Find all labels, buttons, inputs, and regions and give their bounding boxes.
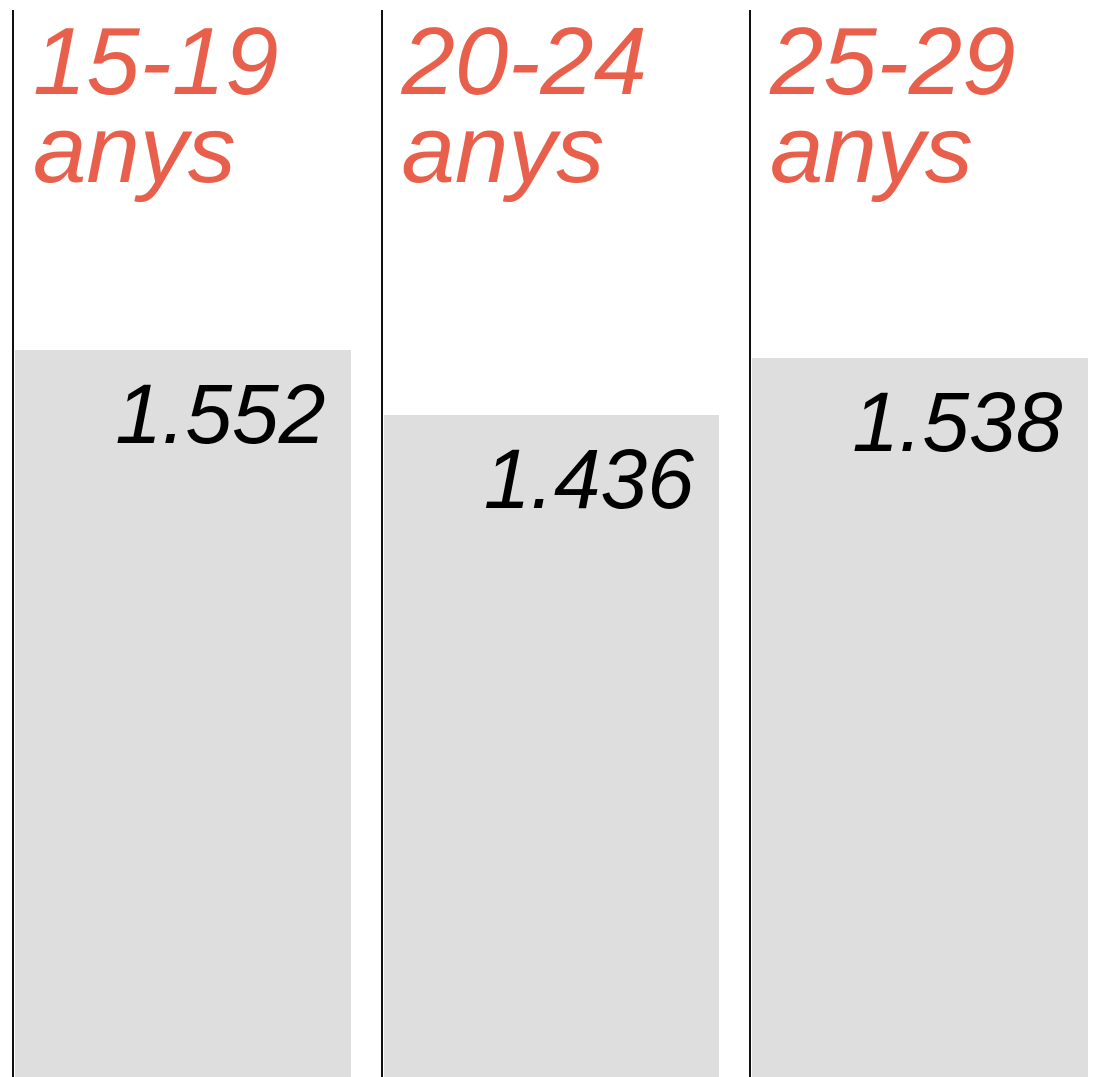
bar (383, 415, 719, 1077)
category-label: 25-29 anys (770, 8, 1016, 203)
category-label: 20-24 anys (401, 8, 648, 203)
bar (15, 350, 351, 1077)
category-label: 15-19 anys (33, 8, 279, 203)
bar (752, 357, 1088, 1077)
value-label: 1.538 (852, 374, 1063, 469)
value-label: 1.436 (483, 432, 694, 527)
column-divider (380, 10, 383, 1077)
value-label: 1.552 (115, 367, 326, 462)
column-divider (749, 10, 751, 1077)
column-divider (12, 10, 14, 1077)
